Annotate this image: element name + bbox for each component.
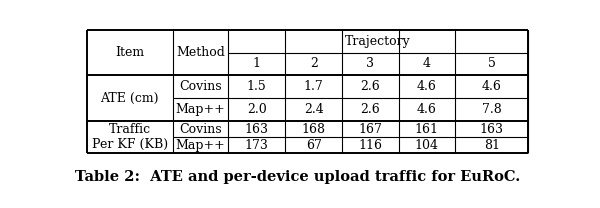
Text: 5: 5: [488, 57, 496, 71]
Text: 163: 163: [480, 123, 504, 136]
Text: 2.4: 2.4: [304, 103, 323, 116]
Text: 161: 161: [415, 123, 439, 136]
Text: 2.6: 2.6: [361, 80, 380, 93]
Text: 1: 1: [253, 57, 260, 71]
Text: Item: Item: [115, 46, 144, 59]
Text: 4: 4: [423, 57, 431, 71]
Text: 1.7: 1.7: [304, 80, 323, 93]
Text: Traffic
Per KF (KB): Traffic Per KF (KB): [92, 123, 168, 151]
Text: 173: 173: [245, 139, 269, 152]
Text: Map++: Map++: [176, 139, 225, 152]
Text: 2.0: 2.0: [247, 103, 266, 116]
Text: 2: 2: [310, 57, 317, 71]
Text: Covins: Covins: [179, 123, 221, 136]
Text: Trajectory: Trajectory: [346, 35, 411, 48]
Text: 116: 116: [358, 139, 382, 152]
Text: 4.6: 4.6: [417, 103, 437, 116]
Text: 104: 104: [415, 139, 439, 152]
Text: 4.6: 4.6: [482, 80, 502, 93]
Text: Covins: Covins: [179, 80, 221, 93]
Text: 7.8: 7.8: [482, 103, 502, 116]
Text: Table 2:  ATE and per-device upload traffic for EuRoC.: Table 2: ATE and per-device upload traff…: [75, 170, 520, 183]
Text: 2.6: 2.6: [361, 103, 380, 116]
Text: Method: Method: [176, 46, 225, 59]
Text: 81: 81: [484, 139, 500, 152]
Text: Map++: Map++: [176, 103, 225, 116]
Text: 1.5: 1.5: [247, 80, 266, 93]
Text: 67: 67: [306, 139, 322, 152]
Text: 4.6: 4.6: [417, 80, 437, 93]
Text: 163: 163: [245, 123, 269, 136]
Text: ATE (cm): ATE (cm): [100, 92, 159, 105]
Text: 3: 3: [366, 57, 374, 71]
Text: 167: 167: [358, 123, 382, 136]
Text: 168: 168: [302, 123, 326, 136]
